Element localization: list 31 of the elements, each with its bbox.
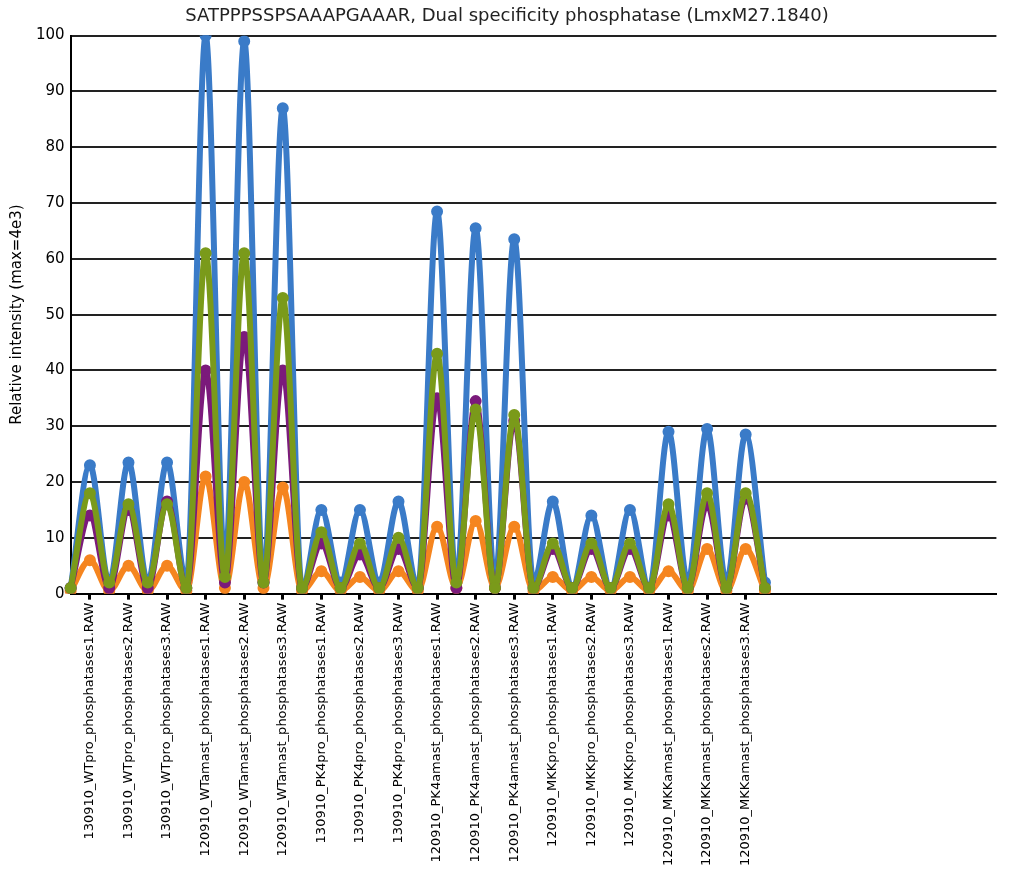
- x-tick-label: 120910_MKKamast_phosphatases2.RAW: [698, 602, 714, 866]
- x-tick-label: 120910_MKKamast_phosphatases1.RAW: [659, 602, 675, 866]
- y-tick-label: 100: [35, 25, 65, 44]
- x-tick-label: 120910_WTamast_phosphatases3.RAW: [274, 602, 290, 857]
- y-tick-label: 60: [45, 248, 65, 267]
- y-axis-title: Relative intensity (max=4e3): [6, 204, 25, 425]
- y-tick-label: 90: [45, 81, 65, 100]
- chart-title: SATPPPSSPSAAAPGAAAR, Dual specificity phosphatase (LmxM27.1840): [185, 4, 829, 26]
- y-tick-label: 80: [45, 137, 65, 156]
- x-tick-label: 130910_WTpro_phosphatases3.RAW: [158, 602, 174, 840]
- x-tick-label: 130910_PK4pro_phosphatases2.RAW: [351, 602, 367, 844]
- y-tick-label: 50: [45, 304, 65, 323]
- x-tick-label: 120910_WTamast_phosphatases2.RAW: [235, 602, 251, 857]
- x-tick-label: 130910_WTpro_phosphatases2.RAW: [119, 602, 135, 840]
- x-tick-label: 120910_WTamast_phosphatases1.RAW: [197, 602, 213, 857]
- x-tick-label: 120910_PK4amast_phosphatases2.RAW: [467, 602, 483, 863]
- y-tick-label: 0: [55, 583, 65, 602]
- x-tick-label: 130910_WTpro_phosphatases1.RAW: [81, 602, 97, 840]
- x-tick-label: 120910_MKKpro_phosphatases1.RAW: [544, 602, 560, 848]
- x-tick-label: 130910_PK4pro_phosphatases3.RAW: [389, 602, 405, 844]
- x-tick-label: 120910_MKKpro_phosphatases3.RAW: [621, 602, 637, 848]
- y-tick-label: 70: [45, 192, 65, 211]
- y-tick-label: 20: [45, 471, 65, 490]
- y-tick-label: 30: [45, 416, 65, 435]
- y-tick-label: 10: [45, 527, 65, 546]
- x-tick-label: 130910_PK4pro_phosphatases1.RAW: [312, 602, 328, 844]
- y-tick-label: 40: [45, 360, 65, 379]
- x-tick-label: 120910_PK4amast_phosphatases1.RAW: [428, 602, 444, 863]
- x-tick-label: 120910_MKKamast_phosphatases3.RAW: [737, 602, 753, 866]
- x-tick-label: 120910_PK4amast_phosphatases3.RAW: [505, 602, 521, 863]
- x-tick-label: 120910_MKKpro_phosphatases2.RAW: [582, 602, 598, 848]
